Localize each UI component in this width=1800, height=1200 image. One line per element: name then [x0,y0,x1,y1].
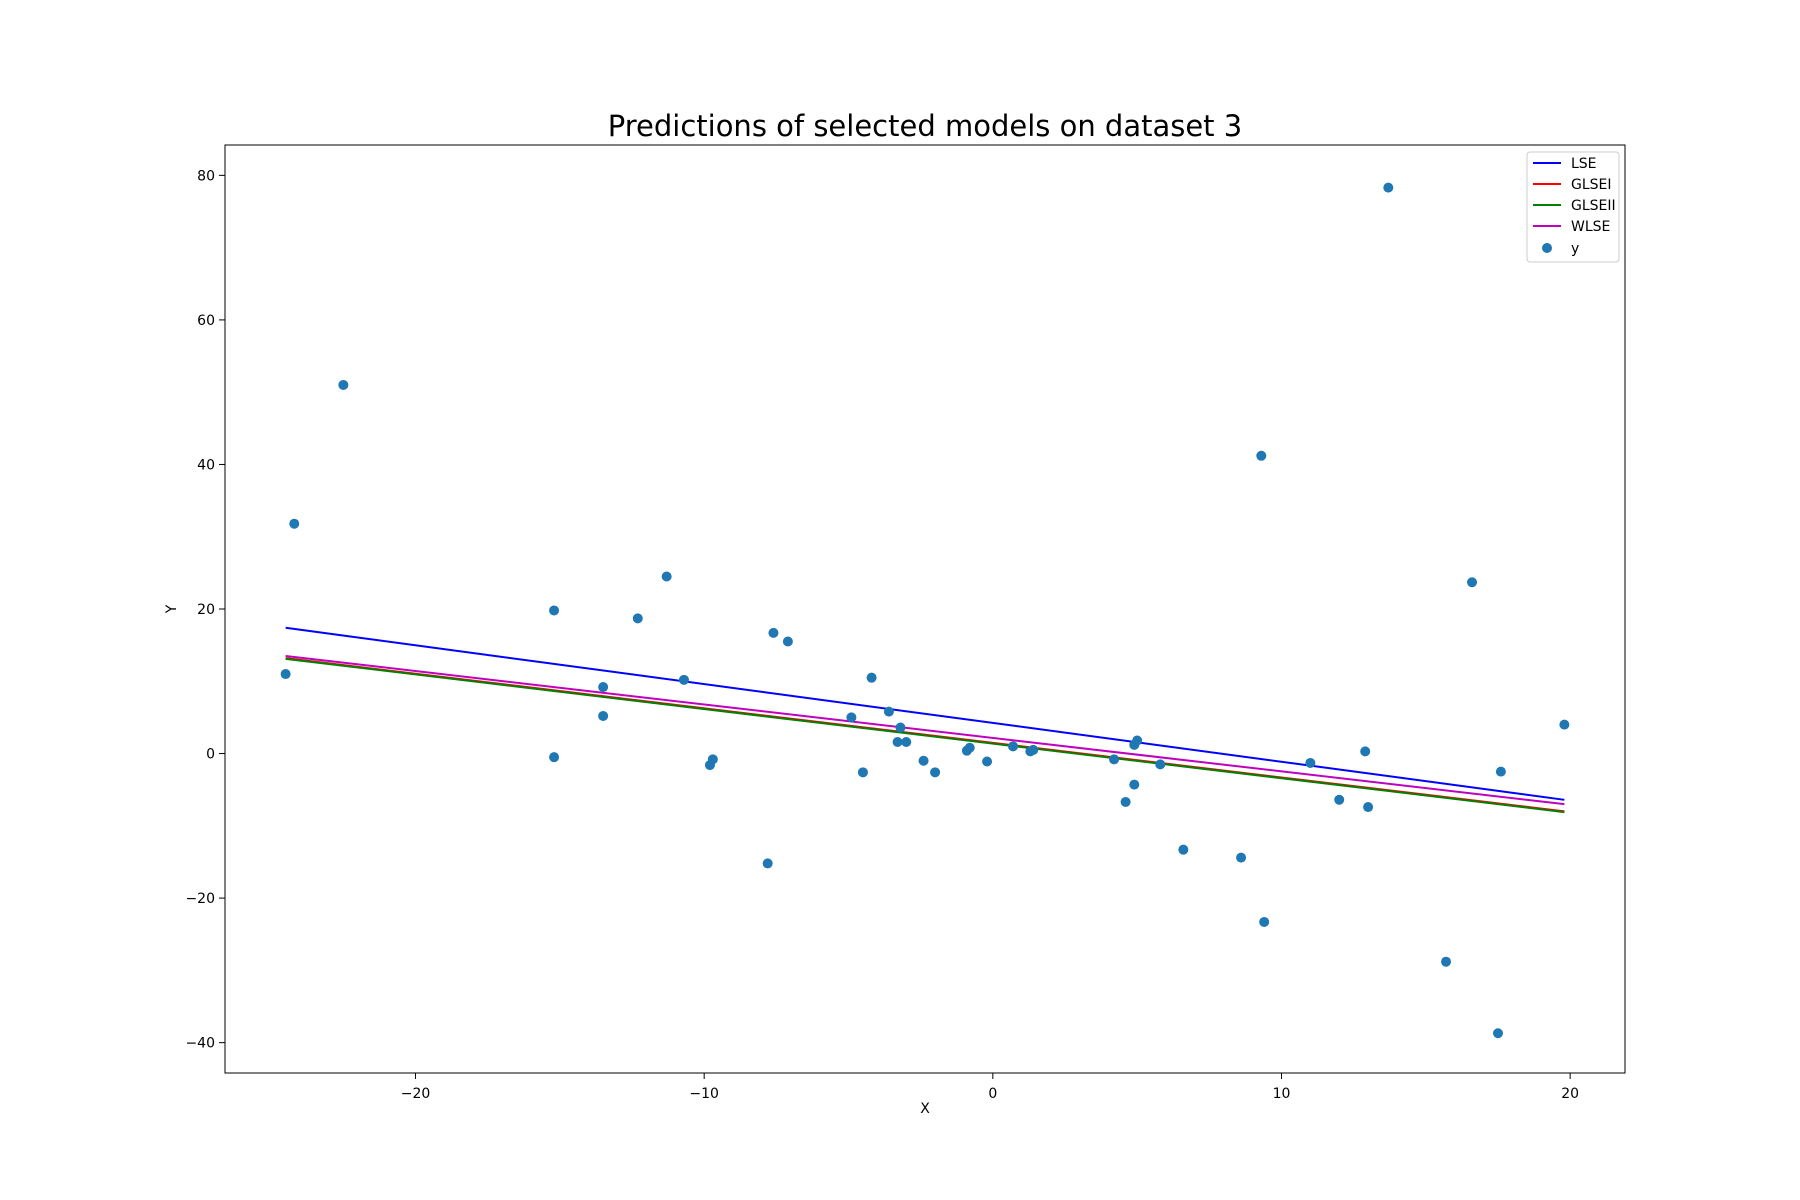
scatter-point [930,767,941,778]
plot-area [280,182,1570,1039]
scatter-point [762,858,773,869]
legend: LSE GLSEI GLSEII WLSE y [1526,151,1620,263]
scatter-point [1383,182,1394,193]
x-tick-label: 10 [1273,1086,1291,1102]
scatter-point [598,682,609,693]
scatter-point [901,736,912,747]
x-axis-ticks: −20 −10 0 10 20 [401,1073,1579,1102]
scatter-point [1008,741,1019,752]
scatter-point [846,712,857,723]
legend-label-wlse: WLSE [1571,219,1610,235]
y-tick-label: 20 [197,602,215,618]
scatter-point [289,518,300,529]
scatter-point [549,752,560,763]
scatter-point [1363,802,1374,813]
x-tick-label: −20 [401,1086,431,1102]
scatter-point [1259,916,1270,927]
x-tick-label: 20 [1561,1086,1579,1102]
scatter-point [1256,450,1267,461]
scatter-point [1305,757,1316,768]
scatter-point [782,636,793,647]
scatter-point [1334,794,1345,805]
y-axis-label: Y [164,604,180,614]
scatter-point [1178,844,1189,855]
model-lines [285,626,1565,814]
y-tick-label: 60 [197,313,215,329]
scatter-point [857,767,868,778]
y-tick-label: 0 [206,747,215,763]
scatter-point [892,736,903,747]
scatter-point [280,669,291,680]
scatter-point [866,672,877,683]
scatter-point [1109,754,1120,765]
y-tick-label: −20 [185,891,215,907]
legend-label-y: y [1571,241,1579,257]
scatter-point [632,613,643,624]
scatter-point [661,571,672,582]
scatter-point [1441,956,1452,967]
x-axis-label: X [920,1101,930,1117]
scatter-point [1236,852,1247,863]
y-tick-label: 40 [197,457,215,473]
scatter-point [549,605,560,616]
legend-label-glseii: GLSEII [1571,198,1616,214]
data-points [280,182,1570,1039]
scatter-point [883,706,894,717]
series-line-glseii [285,657,1565,814]
legend-label-lse: LSE [1571,156,1597,172]
legend-box [1526,151,1620,263]
scatter-point [1495,766,1506,777]
scatter-point [678,674,689,685]
scatter-point [1129,779,1140,790]
y-tick-label: −40 [185,1036,215,1052]
series-line-lse [285,626,1565,801]
scatter-point [964,742,975,753]
legend-label-glsei: GLSEI [1571,177,1612,193]
scatter-point [1155,759,1166,770]
x-tick-label: 0 [988,1086,997,1102]
scatter-point [982,756,993,767]
scatter-point [1467,577,1478,588]
scatter-point [598,710,609,721]
series-line-wlse [285,654,1565,806]
scatter-point [338,379,349,390]
scatter-point [895,722,906,733]
scatter-point [768,627,779,638]
scatter-point [1132,735,1143,746]
scatter-point [707,754,718,765]
scatter-point [1360,746,1371,757]
scatter-point [1120,796,1131,807]
scatter-point [918,755,929,766]
legend-swatch-y [1542,243,1552,253]
scatter-point [1492,1028,1503,1039]
chart-title: Predictions of selected models on datase… [608,109,1242,143]
y-tick-label: 80 [197,168,215,184]
scatter-point [1028,744,1039,755]
scatter-point [1559,719,1570,730]
x-tick-label: −10 [689,1086,719,1102]
y-axis-ticks: −40 −20 0 20 40 60 80 [185,168,225,1052]
